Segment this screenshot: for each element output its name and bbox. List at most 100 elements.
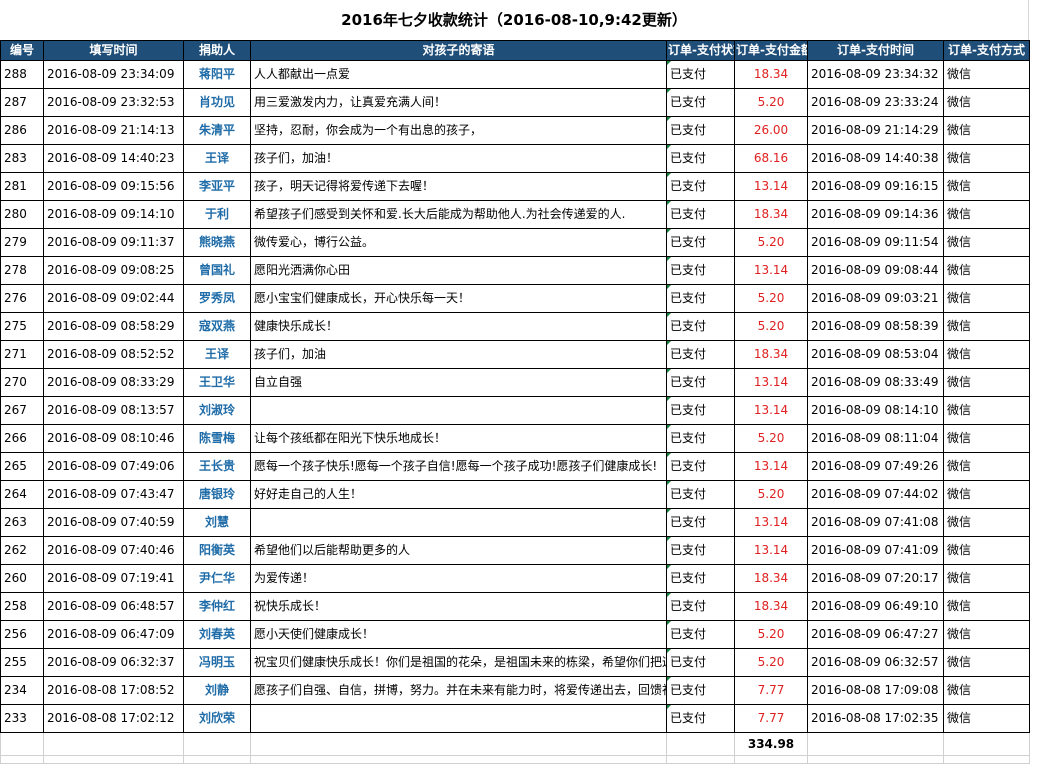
cell-status[interactable]: 已支付 xyxy=(666,312,735,341)
cell-status[interactable]: 已支付 xyxy=(666,60,735,89)
cell-amount[interactable]: 13.14 xyxy=(734,452,808,481)
cell-method[interactable]: 微信 xyxy=(943,284,1030,313)
cell-message[interactable]: 祝快乐成长！ xyxy=(250,592,667,621)
cell-message[interactable]: 孩子，明天记得将爱传递下去喔！ xyxy=(250,172,667,201)
cell-message[interactable]: 用三爱激发内力，让真爱充满人间！ xyxy=(250,88,667,117)
table-row[interactable]: 286 2016-08-09 21:14:13 朱清平 坚持，忍耐，你会成为一个有出息… xyxy=(0,116,1030,145)
cell-pay-time[interactable]: 2016-08-09 07:41:09 xyxy=(807,536,944,565)
cell-amount[interactable]: 13.14 xyxy=(734,172,808,201)
column-header-method[interactable]: 订单-支付方式 xyxy=(943,40,1030,61)
cell-donor[interactable]: 刘静 xyxy=(183,676,251,705)
cell-fill-time[interactable]: 2016-08-09 07:19:41 xyxy=(43,564,184,593)
cell-id[interactable]: 263 xyxy=(0,508,44,537)
cell-donor[interactable]: 刘慧 xyxy=(183,508,251,537)
empty-cell[interactable] xyxy=(0,755,44,764)
cell-id[interactable]: 276 xyxy=(0,284,44,313)
cell-amount[interactable]: 68.16 xyxy=(734,144,808,173)
cell-pay-time[interactable]: 2016-08-09 23:33:24 xyxy=(807,88,944,117)
cell-amount[interactable]: 18.34 xyxy=(734,60,808,89)
column-header-id[interactable]: 编号 xyxy=(0,40,44,61)
cell-method[interactable]: 微信 xyxy=(943,452,1030,481)
cell-method[interactable]: 微信 xyxy=(943,172,1030,201)
cell-method[interactable]: 微信 xyxy=(943,704,1030,733)
cell-status[interactable]: 已支付 xyxy=(666,620,735,649)
cell-amount[interactable]: 7.77 xyxy=(734,676,808,705)
cell-amount[interactable]: 13.14 xyxy=(734,508,808,537)
cell-message[interactable] xyxy=(250,508,667,537)
cell-message[interactable]: 希望他们以后能帮助更多的人 xyxy=(250,536,667,565)
cell-id[interactable]: 233 xyxy=(0,704,44,733)
cell-status[interactable]: 已支付 xyxy=(666,452,735,481)
column-header-donor[interactable]: 捐助人 xyxy=(183,40,251,61)
cell-message[interactable]: 让每个孩纸都在阳光下快乐地成长！ xyxy=(250,424,667,453)
cell-pay-time[interactable]: 2016-08-08 17:02:35 xyxy=(807,704,944,733)
cell-message[interactable]: 孩子们，加油 xyxy=(250,340,667,369)
cell-message[interactable] xyxy=(250,704,667,733)
total-amount-cell[interactable]: 334.98 xyxy=(734,732,808,756)
empty-cell[interactable] xyxy=(666,732,735,756)
cell-id[interactable]: 234 xyxy=(0,676,44,705)
cell-donor[interactable]: 阳衡英 xyxy=(183,536,251,565)
cell-fill-time[interactable]: 2016-08-09 09:14:10 xyxy=(43,200,184,229)
cell-status[interactable]: 已支付 xyxy=(666,88,735,117)
cell-donor[interactable]: 陈雪梅 xyxy=(183,424,251,453)
cell-message[interactable]: 愿每一个孩子快乐!愿每一个孩子自信!愿每一个孩子成功!愿孩子们健康成长! xyxy=(250,452,667,481)
table-row[interactable]: 264 2016-08-09 07:43:47 唐银玲 好好走自己的人生！ 已支付 5.2… xyxy=(0,480,1030,509)
cell-donor[interactable]: 刘淑玲 xyxy=(183,396,251,425)
cell-message[interactable]: 愿孩子们自强、自信，拼博，努力。并在未来有能力时，将爱传递出去，回馈社 xyxy=(250,676,667,705)
cell-id[interactable]: 281 xyxy=(0,172,44,201)
table-row[interactable]: 255 2016-08-09 06:32:37 冯明玉 祝宝贝们健康快乐成长！你们是祖… xyxy=(0,648,1030,677)
empty-cell[interactable] xyxy=(183,755,251,764)
cell-pay-time[interactable]: 2016-08-09 08:53:04 xyxy=(807,340,944,369)
cell-method[interactable]: 微信 xyxy=(943,144,1030,173)
cell-message[interactable]: 自立自强 xyxy=(250,368,667,397)
cell-message[interactable]: 健康快乐成长！ xyxy=(250,312,667,341)
cell-amount[interactable]: 18.34 xyxy=(734,564,808,593)
cell-pay-time[interactable]: 2016-08-09 08:11:04 xyxy=(807,424,944,453)
cell-status[interactable]: 已支付 xyxy=(666,676,735,705)
cell-amount[interactable]: 5.20 xyxy=(734,88,808,117)
empty-cell[interactable] xyxy=(43,755,184,764)
cell-method[interactable]: 微信 xyxy=(943,424,1030,453)
cell-id[interactable]: 278 xyxy=(0,256,44,285)
table-row[interactable]: 267 2016-08-09 08:13:57 刘淑玲 已支付 13.14 2016-08… xyxy=(0,396,1030,425)
table-row[interactable]: 276 2016-08-09 09:02:44 罗秀凤 愿小宝宝们健康成长，开心快乐每… xyxy=(0,284,1030,313)
cell-donor[interactable]: 李亚平 xyxy=(183,172,251,201)
cell-donor[interactable]: 蒋阳平 xyxy=(183,60,251,89)
cell-status[interactable]: 已支付 xyxy=(666,536,735,565)
cell-status[interactable]: 已支付 xyxy=(666,508,735,537)
cell-method[interactable]: 微信 xyxy=(943,592,1030,621)
cell-message[interactable]: 孩子们，加油！ xyxy=(250,144,667,173)
cell-status[interactable]: 已支付 xyxy=(666,144,735,173)
cell-fill-time[interactable]: 2016-08-09 09:15:56 xyxy=(43,172,184,201)
cell-donor[interactable]: 王长贵 xyxy=(183,452,251,481)
table-row[interactable]: 256 2016-08-09 06:47:09 刘春英 愿小天使们健康成长！ 已支付 5.… xyxy=(0,620,1030,649)
empty-cell[interactable] xyxy=(250,755,667,764)
empty-cell[interactable] xyxy=(734,755,808,764)
cell-id[interactable]: 279 xyxy=(0,228,44,257)
cell-donor[interactable]: 王译 xyxy=(183,144,251,173)
cell-message[interactable]: 坚持，忍耐，你会成为一个有出息的孩子， xyxy=(250,116,667,145)
column-header-status[interactable]: 订单-支付状态 xyxy=(666,40,735,61)
cell-fill-time[interactable]: 2016-08-09 14:40:23 xyxy=(43,144,184,173)
cell-method[interactable]: 微信 xyxy=(943,676,1030,705)
cell-pay-time[interactable]: 2016-08-09 09:08:44 xyxy=(807,256,944,285)
cell-message[interactable]: 人人都献出一点爱 xyxy=(250,60,667,89)
cell-fill-time[interactable]: 2016-08-09 06:32:37 xyxy=(43,648,184,677)
empty-cell[interactable] xyxy=(807,732,944,756)
cell-pay-time[interactable]: 2016-08-09 09:03:21 xyxy=(807,284,944,313)
cell-amount[interactable]: 5.20 xyxy=(734,620,808,649)
cell-id[interactable]: 265 xyxy=(0,452,44,481)
cell-method[interactable]: 微信 xyxy=(943,340,1030,369)
cell-method[interactable]: 微信 xyxy=(943,368,1030,397)
cell-method[interactable]: 微信 xyxy=(943,564,1030,593)
cell-status[interactable]: 已支付 xyxy=(666,172,735,201)
cell-fill-time[interactable]: 2016-08-09 09:11:37 xyxy=(43,228,184,257)
cell-id[interactable]: 275 xyxy=(0,312,44,341)
cell-fill-time[interactable]: 2016-08-09 07:43:47 xyxy=(43,480,184,509)
cell-status[interactable]: 已支付 xyxy=(666,340,735,369)
cell-status[interactable]: 已支付 xyxy=(666,592,735,621)
empty-cell[interactable] xyxy=(807,755,944,764)
cell-donor[interactable]: 李仲红 xyxy=(183,592,251,621)
cell-fill-time[interactable]: 2016-08-09 07:49:06 xyxy=(43,452,184,481)
